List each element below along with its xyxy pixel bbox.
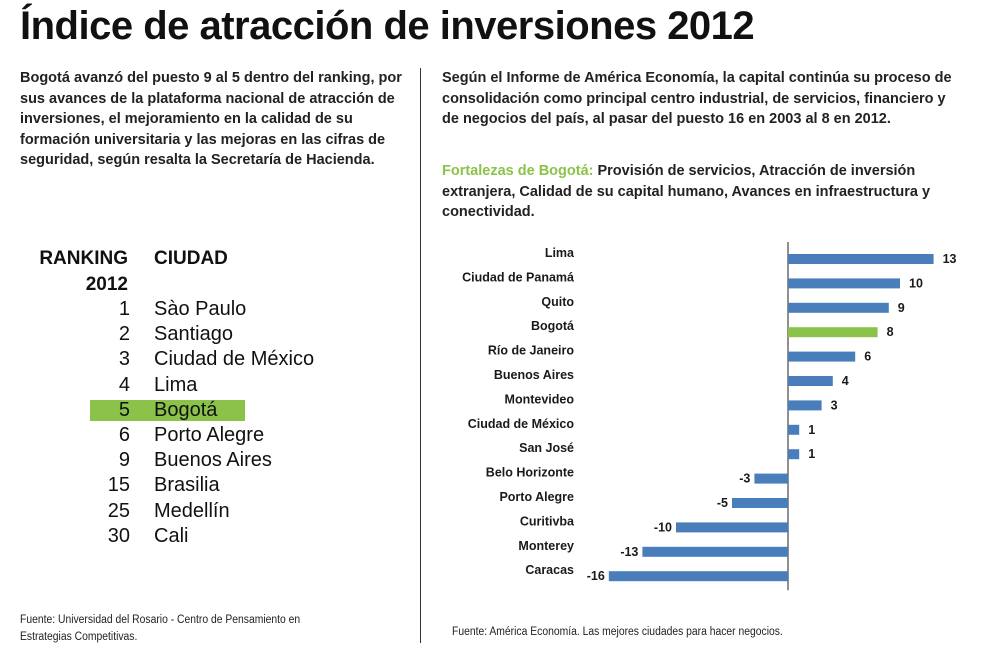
- category-label: Porto Alegre: [499, 490, 574, 504]
- bar: [788, 327, 878, 338]
- value-label: 3: [831, 398, 838, 412]
- value-label: 10: [909, 276, 923, 290]
- bar: [676, 522, 788, 533]
- category-label: Río de Janeiro: [488, 344, 574, 358]
- ranking-row: 9 Buenos Aires: [20, 448, 350, 473]
- ranking-row: 3 Ciudad de México: [20, 347, 350, 372]
- value-label: 6: [864, 350, 871, 364]
- value-label: -10: [654, 520, 672, 534]
- bar: [788, 278, 900, 289]
- ranking-position: 3: [118, 348, 130, 371]
- ranking-city: Buenos Aires: [154, 449, 272, 472]
- category-label: Montevideo: [505, 392, 575, 406]
- ranking-header-line1: RANKING: [39, 248, 128, 269]
- bar: [732, 498, 788, 508]
- value-label: -13: [620, 545, 638, 559]
- report-paragraph: Según el Informe de América Economía, la…: [442, 70, 952, 127]
- ranking-row: 4 Lima: [20, 373, 350, 398]
- ranking-position: 25: [107, 499, 130, 522]
- ranking-position: 1: [118, 298, 130, 320]
- value-label: -16: [587, 569, 605, 583]
- category-label: San José: [519, 441, 574, 455]
- ranking-row: 30 Cali: [20, 524, 350, 549]
- ranking-row: 25 Medellín: [20, 499, 350, 524]
- value-label: 8: [887, 325, 894, 339]
- ranking-row: 5 Bogotá: [20, 398, 350, 423]
- ranking-position: 6: [118, 423, 130, 446]
- city-header: CIUDAD: [154, 248, 228, 269]
- bar: [754, 473, 788, 484]
- category-label: Curitivba: [520, 514, 575, 528]
- category-label: Ciudad de Panamá: [462, 270, 574, 284]
- category-label: Caracas: [525, 563, 574, 577]
- ranking-city: Lima: [154, 373, 198, 396]
- ranking-city: Brasilia: [154, 474, 220, 497]
- strengths-paragraph: Fortalezas de Bogotá: Provisión de servi…: [442, 161, 952, 223]
- ranking-city: Porto Alegre: [154, 423, 265, 446]
- category-label: Lima: [545, 246, 575, 260]
- highlight-band: [90, 399, 245, 421]
- ranking-position: 9: [118, 449, 130, 472]
- ranking-city: Santiago: [154, 323, 233, 346]
- value-label: 1: [808, 423, 815, 437]
- value-label: 1: [808, 447, 815, 461]
- ranking-row: 2 Santiago: [20, 322, 350, 347]
- category-label: Buenos Aires: [494, 368, 574, 382]
- ranking-city: Sào Paulo: [154, 298, 247, 320]
- ranking-row: 15 Brasilia: [20, 473, 350, 498]
- column-divider: [420, 68, 421, 643]
- ranking-position: 15: [107, 474, 130, 497]
- bar: [608, 571, 788, 582]
- category-label: Quito: [541, 295, 574, 309]
- strengths-text: Provisión de servicios, Atracción de inv…: [442, 163, 931, 220]
- bar: [642, 546, 788, 557]
- ranking-position: 2: [118, 323, 130, 346]
- bar: [788, 351, 856, 362]
- source-right: Fuente: América Economía. Las mejores ci…: [452, 626, 783, 638]
- value-label: 9: [898, 301, 905, 315]
- bar: [788, 254, 934, 264]
- category-label: Bogotá: [531, 319, 574, 333]
- strengths-label: Fortalezas de Bogotá:: [442, 163, 594, 179]
- bar: [788, 376, 833, 386]
- source-left: Fuente: Universidad del Rosario - Centro…: [20, 614, 301, 643]
- bar: [788, 400, 822, 411]
- ranking-city: Ciudad de México: [154, 348, 315, 371]
- ranking-header: RANKING 2012: [20, 246, 128, 298]
- category-label: Ciudad de México: [468, 417, 575, 431]
- ranking-header-line2: 2012: [85, 274, 128, 295]
- ranking-table: 1 Sào Paulo 2 Santiago 3 Ciudad de México 4 Lim…: [20, 297, 350, 549]
- ranking-city: Medellín: [154, 499, 230, 522]
- value-label: 4: [842, 374, 849, 388]
- ranking-city: Cali: [154, 524, 189, 547]
- value-label: -5: [717, 496, 728, 510]
- ranking-row: 6 Porto Alegre: [20, 423, 350, 448]
- ranking-position: 4: [118, 373, 130, 396]
- category-label: Monterey: [518, 539, 574, 553]
- category-label: Belo Horizonte: [486, 466, 574, 480]
- value-label: 13: [943, 252, 957, 266]
- ranking-row: 1 Sào Paulo: [20, 297, 350, 322]
- value-label: -3: [739, 472, 750, 486]
- ranking-position: 5: [118, 398, 130, 421]
- page-title: Índice de atracción de inversiones 2012: [20, 4, 755, 48]
- ranking-city: Bogotá: [154, 398, 218, 421]
- bar: [788, 302, 889, 313]
- lead-paragraph: Bogotá avanzó del puesto 9 al 5 dentro d…: [20, 70, 402, 168]
- bar: [788, 424, 800, 435]
- bar: [788, 449, 800, 460]
- ranking-position: 30: [107, 524, 130, 547]
